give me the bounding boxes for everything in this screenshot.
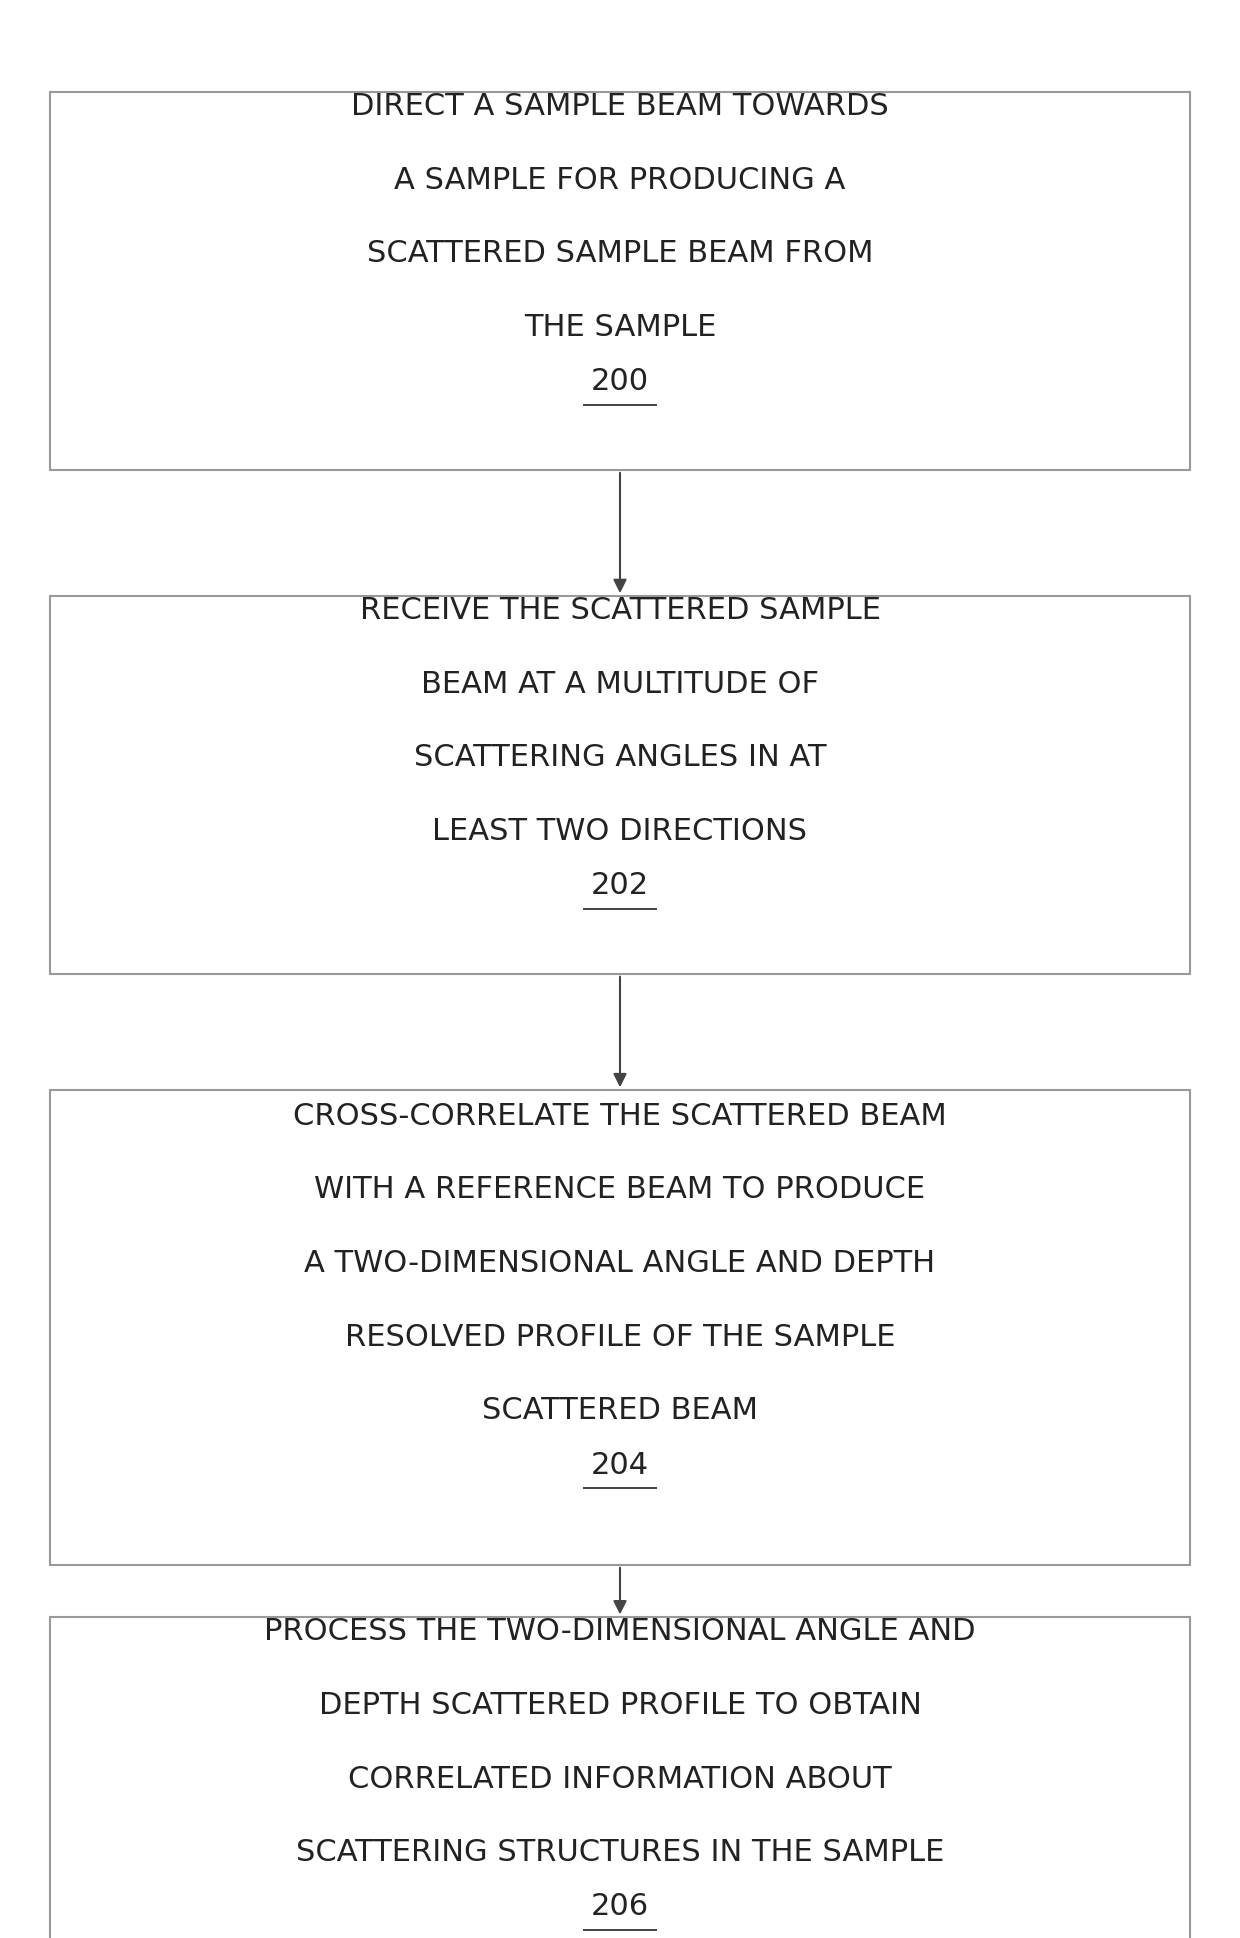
Text: 202: 202 — [591, 872, 649, 899]
Text: BEAM AT A MULTITUDE OF: BEAM AT A MULTITUDE OF — [422, 671, 818, 698]
Text: 200: 200 — [591, 368, 649, 395]
Text: THE SAMPLE: THE SAMPLE — [523, 314, 717, 341]
Text: DEPTH SCATTERED PROFILE TO OBTAIN: DEPTH SCATTERED PROFILE TO OBTAIN — [319, 1692, 921, 1719]
Bar — [50, 1089, 1190, 1566]
Text: PROCESS THE TWO-DIMENSIONAL ANGLE AND: PROCESS THE TWO-DIMENSIONAL ANGLE AND — [264, 1618, 976, 1645]
Text: 206: 206 — [591, 1893, 649, 1921]
Text: CORRELATED INFORMATION ABOUT: CORRELATED INFORMATION ABOUT — [348, 1766, 892, 1793]
Text: SCATTERING ANGLES IN AT: SCATTERING ANGLES IN AT — [414, 744, 826, 771]
Text: 204: 204 — [591, 1452, 649, 1479]
Text: LEAST TWO DIRECTIONS: LEAST TWO DIRECTIONS — [433, 818, 807, 845]
Bar — [50, 597, 1190, 975]
Text: SCATTERED BEAM: SCATTERED BEAM — [482, 1397, 758, 1424]
Text: A SAMPLE FOR PRODUCING A: A SAMPLE FOR PRODUCING A — [394, 167, 846, 194]
Text: RECEIVE THE SCATTERED SAMPLE: RECEIVE THE SCATTERED SAMPLE — [360, 597, 880, 624]
Text: CROSS-CORRELATE THE SCATTERED BEAM: CROSS-CORRELATE THE SCATTERED BEAM — [293, 1103, 947, 1130]
Text: SCATTERED SAMPLE BEAM FROM: SCATTERED SAMPLE BEAM FROM — [367, 240, 873, 267]
Text: A TWO-DIMENSIONAL ANGLE AND DEPTH: A TWO-DIMENSIONAL ANGLE AND DEPTH — [305, 1250, 935, 1277]
Text: RESOLVED PROFILE OF THE SAMPLE: RESOLVED PROFILE OF THE SAMPLE — [345, 1324, 895, 1351]
Bar — [50, 93, 1190, 471]
Text: SCATTERING STRUCTURES IN THE SAMPLE: SCATTERING STRUCTURES IN THE SAMPLE — [296, 1839, 944, 1866]
Text: WITH A REFERENCE BEAM TO PRODUCE: WITH A REFERENCE BEAM TO PRODUCE — [315, 1176, 925, 1203]
Bar — [50, 1616, 1190, 1938]
Text: DIRECT A SAMPLE BEAM TOWARDS: DIRECT A SAMPLE BEAM TOWARDS — [351, 93, 889, 120]
